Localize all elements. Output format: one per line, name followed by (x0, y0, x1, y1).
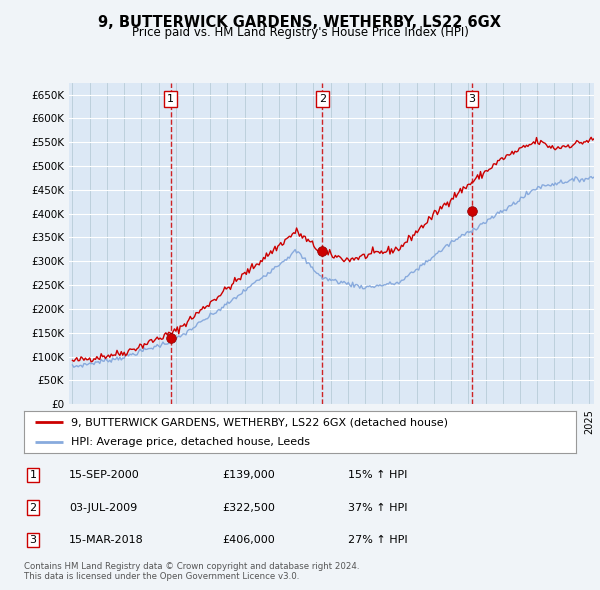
Text: £139,000: £139,000 (222, 470, 275, 480)
Text: 27% ↑ HPI: 27% ↑ HPI (348, 535, 407, 545)
Text: 15-SEP-2000: 15-SEP-2000 (69, 470, 140, 480)
Text: 3: 3 (29, 535, 37, 545)
Text: Contains HM Land Registry data © Crown copyright and database right 2024.
This d: Contains HM Land Registry data © Crown c… (24, 562, 359, 581)
Text: 37% ↑ HPI: 37% ↑ HPI (348, 503, 407, 513)
Text: Price paid vs. HM Land Registry's House Price Index (HPI): Price paid vs. HM Land Registry's House … (131, 26, 469, 39)
Text: 9, BUTTERWICK GARDENS, WETHERBY, LS22 6GX (detached house): 9, BUTTERWICK GARDENS, WETHERBY, LS22 6G… (71, 417, 448, 427)
Text: 1: 1 (29, 470, 37, 480)
Text: 2: 2 (319, 94, 326, 104)
Text: 2: 2 (29, 503, 37, 513)
Text: 3: 3 (469, 94, 475, 104)
Text: £406,000: £406,000 (222, 535, 275, 545)
Text: 15-MAR-2018: 15-MAR-2018 (69, 535, 144, 545)
Text: £322,500: £322,500 (222, 503, 275, 513)
Text: 9, BUTTERWICK GARDENS, WETHERBY, LS22 6GX: 9, BUTTERWICK GARDENS, WETHERBY, LS22 6G… (98, 15, 502, 30)
Text: 03-JUL-2009: 03-JUL-2009 (69, 503, 137, 513)
Text: 1: 1 (167, 94, 174, 104)
Text: 15% ↑ HPI: 15% ↑ HPI (348, 470, 407, 480)
Text: HPI: Average price, detached house, Leeds: HPI: Average price, detached house, Leed… (71, 437, 310, 447)
